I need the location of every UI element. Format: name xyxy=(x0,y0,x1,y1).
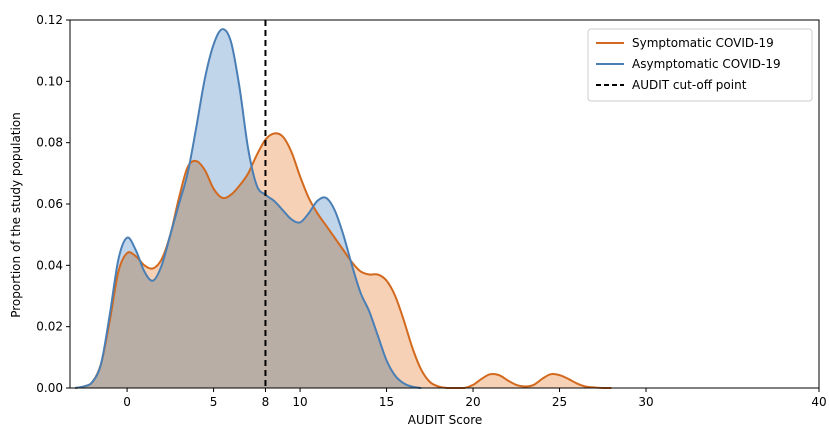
y-tick-label: 0.10 xyxy=(36,74,63,88)
legend-label-1: Asymptomatic COVID-19 xyxy=(632,57,781,71)
x-tick-label: 25 xyxy=(552,395,567,409)
y-tick-label: 0.08 xyxy=(36,136,63,150)
legend: Symptomatic COVID-19 Asymptomatic COVID-1… xyxy=(587,28,813,102)
y-tick-label: 0.02 xyxy=(36,320,63,334)
x-tick-label: 30 xyxy=(638,395,653,409)
y-tick-label: 0.00 xyxy=(36,381,63,395)
x-tick-label: 0 xyxy=(123,395,131,409)
series-line-0 xyxy=(75,132,612,390)
y-tick-label: 0.12 xyxy=(36,13,63,27)
series-area-1 xyxy=(75,29,422,388)
x-tick-label: 10 xyxy=(292,395,307,409)
plot-area xyxy=(75,20,612,390)
x-axis-label: AUDIT Score xyxy=(408,413,483,427)
y-tick-label: 0.04 xyxy=(36,258,63,272)
legend-label-2: AUDIT cut-off point xyxy=(632,78,747,92)
y-axis-label: Proportion of the study population xyxy=(9,112,23,318)
legend-label-0: Symptomatic COVID-19 xyxy=(632,36,774,50)
y-tick-label: 0.06 xyxy=(36,197,63,211)
axes: 0 5 8 10 15 20 25 30 40 0.00 0.02 0.04 0.06 0.08 0.10 0… xyxy=(36,13,826,409)
x-tick-label: 20 xyxy=(465,395,480,409)
x-tick-label: 5 xyxy=(210,395,218,409)
x-tick-label: 15 xyxy=(379,395,394,409)
series-line-1 xyxy=(75,28,422,389)
x-tick-label: 40 xyxy=(811,395,826,409)
legend-box xyxy=(587,28,813,102)
x-tick-label: 8 xyxy=(262,395,270,409)
